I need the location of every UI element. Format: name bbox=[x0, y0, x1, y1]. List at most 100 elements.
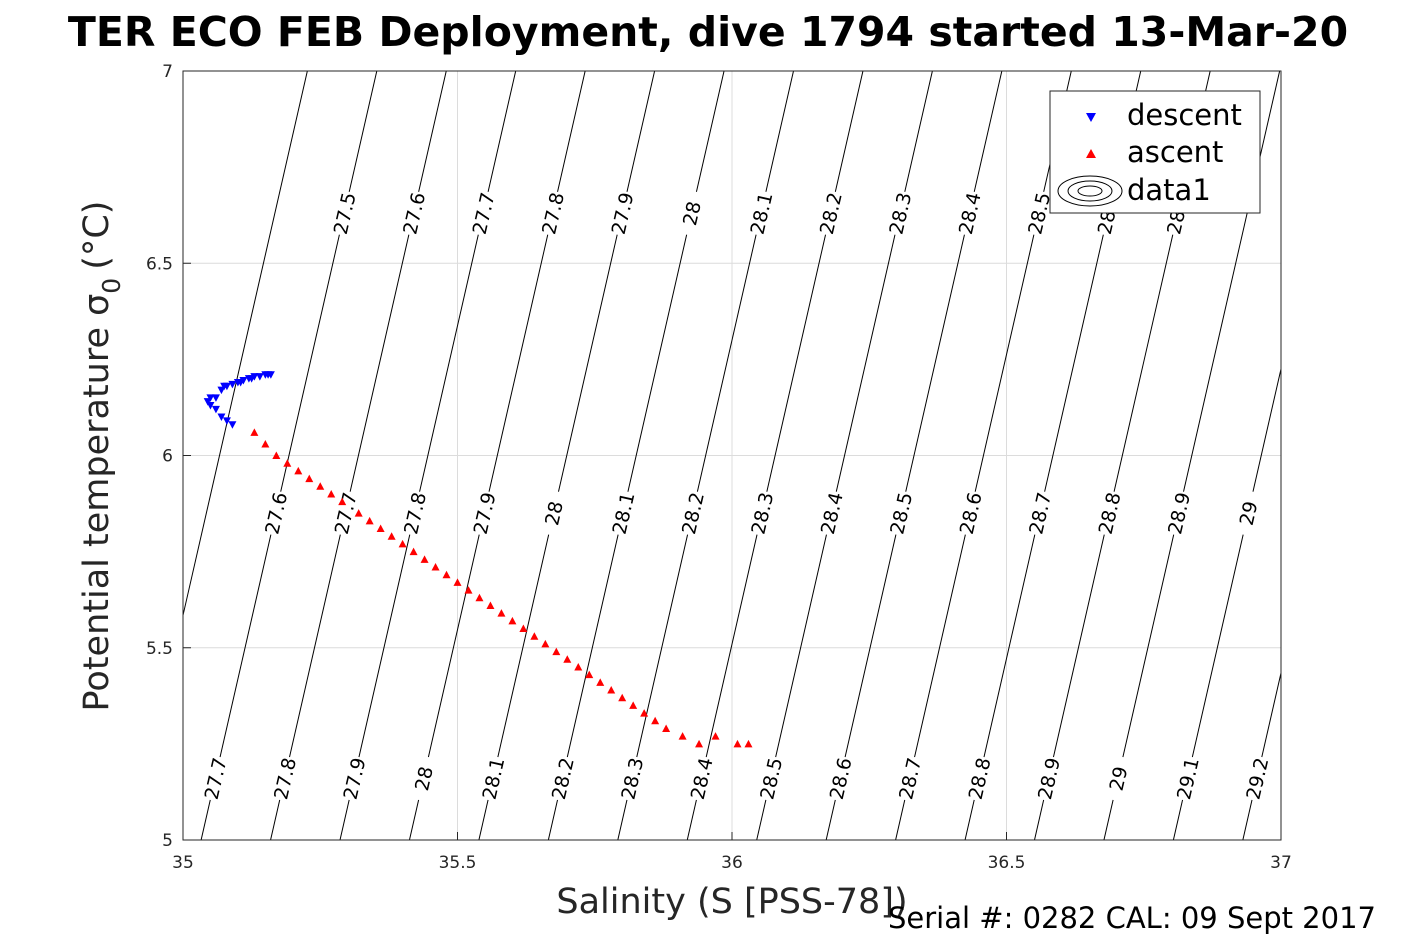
isopycnal-label-text: 28.7 bbox=[1025, 490, 1056, 536]
ascent-point bbox=[338, 497, 347, 506]
ascent-point bbox=[640, 709, 649, 717]
y-tick-label: 7 bbox=[162, 62, 173, 82]
isopycnal-label: 27.5 bbox=[327, 189, 361, 238]
isopycnal-label: 28.3 bbox=[883, 189, 917, 238]
x-axis-label: Salinity (S [PSS-78]) bbox=[556, 882, 907, 922]
isopycnal-label: 28.9 bbox=[1031, 754, 1066, 803]
y-tick-label: 6.5 bbox=[146, 254, 173, 274]
ascent-point bbox=[585, 670, 594, 679]
ascent-point bbox=[519, 624, 528, 633]
isopycnal-label: 27.8 bbox=[398, 489, 432, 538]
isopycnal-label-text: 28.1 bbox=[747, 190, 778, 236]
ascent-point bbox=[387, 532, 396, 540]
descent-point bbox=[228, 380, 237, 389]
isopycnal-label: 27.6 bbox=[397, 189, 431, 238]
descent-point bbox=[250, 373, 259, 381]
ascent-point bbox=[629, 701, 638, 709]
isopycnal-label-text: 28.3 bbox=[885, 190, 916, 236]
isopycnal-label-text: 28.5 bbox=[886, 490, 917, 536]
ascent-point bbox=[464, 586, 473, 594]
ascent-point bbox=[365, 516, 374, 525]
isopycnal-label: 28.2 bbox=[813, 189, 848, 238]
y-axis-label: Potential temperature σ0 (°C) bbox=[77, 201, 126, 712]
isopycnal-label: 28.4 bbox=[814, 489, 848, 538]
isopycnal-label: 29.2 bbox=[1240, 754, 1274, 803]
ascent-point bbox=[651, 716, 660, 725]
ascent-point bbox=[442, 570, 451, 579]
isopycnal-label-text: 27.8 bbox=[400, 490, 431, 536]
ascent-point bbox=[294, 466, 303, 475]
isopycnal-label-text: 28.8 bbox=[1095, 490, 1126, 536]
isopycnal-label-text: 28.3 bbox=[747, 490, 778, 536]
isopycnal-line bbox=[1242, 670, 1281, 840]
isopycnal-label: 28.3 bbox=[615, 754, 649, 803]
isopycnal-label-text: 27.7 bbox=[201, 756, 232, 802]
axis-ticks: 35 35.5 36 36.5 37 5 5.5 6 6.5 7 bbox=[146, 62, 1292, 873]
legend-descent-label: descent bbox=[1127, 98, 1242, 132]
isopycnal-label: 27.6 bbox=[259, 489, 293, 538]
isopycnal-label-text: 27.8 bbox=[270, 756, 301, 802]
ascent-point bbox=[541, 639, 550, 648]
ascent-point bbox=[316, 482, 325, 490]
isopycnal-label-text: 28.8 bbox=[965, 756, 996, 802]
ascent-point bbox=[250, 428, 259, 436]
ascent-point bbox=[431, 563, 440, 571]
ascent-point bbox=[420, 555, 429, 563]
isopycnal-label-text: 27.9 bbox=[470, 490, 501, 536]
isopycnal-label: 28.7 bbox=[893, 754, 927, 803]
isopycnal-label: 28.4 bbox=[952, 189, 986, 238]
isopycnal-label-text: 28.1 bbox=[479, 756, 510, 802]
isopycnal-label-text: 27.6 bbox=[399, 190, 430, 236]
x-tick-label: 35.5 bbox=[439, 853, 477, 873]
series-descent bbox=[203, 371, 275, 429]
ascent-point bbox=[453, 578, 462, 586]
isopycnal-label: 28.3 bbox=[745, 489, 779, 538]
isopycnal-label-text: 29 bbox=[1106, 764, 1133, 792]
isopycnal-label: 28.5 bbox=[884, 489, 918, 538]
isopycnal-label: 29 bbox=[1231, 489, 1265, 538]
isopycnal-label-text: 28 bbox=[679, 199, 706, 227]
ascent-point bbox=[283, 459, 292, 467]
ascent-point bbox=[711, 732, 720, 740]
ascent-point bbox=[261, 439, 270, 448]
isopycnal-label: 28.2 bbox=[545, 754, 580, 803]
y-tick-label: 5 bbox=[162, 831, 173, 851]
isopycnal-label: 28.7 bbox=[1023, 489, 1057, 538]
isopycnal-label-text: 29.1 bbox=[1173, 756, 1204, 802]
isopycnal-label-text: 28.9 bbox=[1034, 756, 1065, 802]
data-series bbox=[203, 371, 753, 748]
y-axis-label-unit: (°C) bbox=[77, 201, 117, 270]
isopycnal-label-text: 28.2 bbox=[678, 490, 709, 536]
isopycnal-line bbox=[1172, 366, 1281, 840]
ascent-point bbox=[354, 509, 363, 517]
ascent-point bbox=[497, 609, 506, 617]
ascent-point bbox=[398, 539, 407, 548]
ascent-point bbox=[618, 693, 627, 702]
isopycnal-label-text: 28.6 bbox=[826, 756, 857, 802]
isopycnal-label: 28.8 bbox=[962, 754, 996, 803]
ascent-point bbox=[744, 739, 753, 748]
isopycnal-line bbox=[183, 71, 308, 618]
isopycnal-label-text: 28 bbox=[541, 499, 568, 527]
descent-point bbox=[266, 371, 275, 379]
ascent-point bbox=[574, 662, 583, 671]
isopycnal-label-text: 27.5 bbox=[330, 190, 361, 236]
isopycnal-label-text: 27.7 bbox=[469, 190, 500, 236]
y-axis-label-subscript: 0 bbox=[97, 278, 126, 294]
ascent-point bbox=[376, 524, 385, 533]
svg-text:Potential temperature σ0(°C): Potential temperature σ0 (°C) bbox=[77, 201, 126, 712]
isopycnal-label: 28.9 bbox=[1162, 489, 1196, 538]
ascent-point bbox=[530, 632, 539, 640]
isopycnal-label: 28.4 bbox=[684, 754, 718, 803]
ascent-point bbox=[695, 739, 704, 748]
isopycnal-label: 28.5 bbox=[754, 754, 788, 803]
descent-point bbox=[222, 382, 231, 391]
isopycnal-line bbox=[1312, 71, 1417, 840]
isopycnal-label: 28.8 bbox=[1092, 489, 1126, 538]
legend-ascent-label: ascent bbox=[1127, 135, 1223, 169]
ascent-point bbox=[475, 593, 484, 602]
isopycnal-label-text: 28.6 bbox=[956, 490, 987, 536]
isopycnal-label: 28 bbox=[674, 189, 709, 238]
ascent-point bbox=[733, 739, 742, 748]
